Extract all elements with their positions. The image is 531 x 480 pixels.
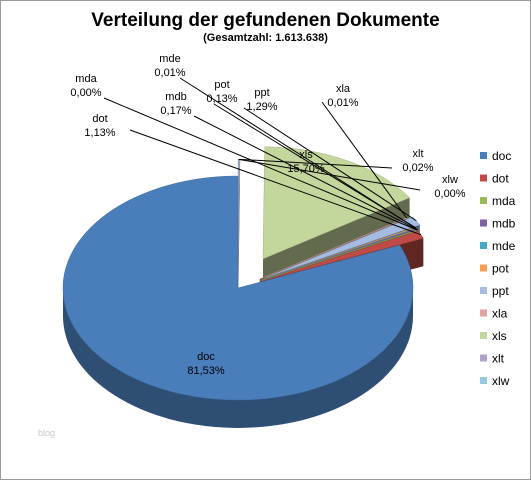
data-label-value-ppt: 1,29%: [246, 101, 277, 113]
legend-label-mde: mde: [492, 239, 516, 253]
data-label-name-xlw: xlw: [442, 174, 458, 186]
legend-label-ppt: ppt: [492, 284, 509, 298]
legend-label-mda: mda: [492, 194, 516, 208]
data-label-value-doc: 81,53%: [187, 365, 225, 377]
legend-label-mdb: mdb: [492, 217, 516, 231]
legend-swatch-xla: [480, 309, 487, 317]
data-label-value-mdb: 0,17%: [160, 105, 191, 117]
legend-swatch-mde: [480, 242, 487, 249]
leader-line-mdb: [193, 115, 418, 230]
legend-swatch-mda: [480, 197, 487, 204]
data-label-name-mda: mda: [75, 73, 97, 85]
legend-label-xls: xls: [492, 329, 507, 343]
data-label-value-dot: 1,13%: [84, 127, 115, 139]
data-label-value-mda: 0,00%: [70, 87, 101, 99]
legend-label-xlt: xlt: [492, 352, 505, 366]
data-labels: doc 81,53% dot 1,13% mda 0,00% mdb 0,17% mde 0,01…: [70, 53, 465, 377]
data-label-value-xls: 15,70%: [287, 163, 325, 175]
data-label-name-xlt: xlt: [413, 148, 424, 160]
data-label-name-mdb: mdb: [165, 91, 186, 103]
legend-swatch-xlw: [480, 377, 487, 384]
pie-slice-doc: [62, 175, 414, 401]
leader-lines: [103, 77, 422, 236]
data-label-name-doc: doc: [197, 351, 215, 363]
legend-swatch-dot: [480, 174, 487, 182]
chart-title: Verteilung der gefundenen Dokumente: [91, 10, 440, 31]
data-label-name-ppt: ppt: [254, 87, 269, 99]
data-label-name-mde: mde: [159, 53, 180, 65]
data-label-name-pot: pot: [214, 79, 229, 91]
data-label-value-pot: 0,13%: [206, 93, 237, 105]
legend-swatch-mdb: [480, 219, 487, 227]
legend-label-pot: pot: [492, 262, 509, 276]
pie-tops: [62, 146, 424, 401]
leader-line-dot: [129, 129, 422, 236]
data-label-name-dot: dot: [92, 113, 107, 125]
leader-line-mda: [103, 97, 418, 231]
pie-slice-xls: [262, 146, 411, 260]
data-label-value-xlt: 0,02%: [402, 162, 433, 174]
legend: doc dot mda mdb mde pot ppt xla xls xlt xlw: [480, 149, 516, 388]
legend-swatch-xlt: [480, 354, 487, 362]
legend-label-xla: xla: [492, 307, 508, 321]
data-label-value-xlw: 0,00%: [434, 188, 465, 200]
data-label-value-xla: 0,01%: [327, 97, 358, 109]
leader-line-xlt: [239, 158, 393, 169]
legend-label-doc: doc: [492, 149, 511, 163]
legend-swatch-ppt: [480, 287, 487, 294]
leader-line-xla: [321, 101, 408, 219]
data-label-name-xla: xla: [336, 83, 351, 95]
legend-label-dot: dot: [492, 172, 509, 186]
watermark-text: blog: [38, 428, 56, 438]
chart-subtitle: (Gesamtzahl: 1.613.638): [203, 32, 328, 44]
data-label-name-xls: xls: [299, 149, 313, 161]
pie-side-doc: [63, 288, 413, 428]
legend-label-xlw: xlw: [492, 374, 510, 388]
legend-swatch-xls: [480, 332, 487, 339]
legend-swatch-doc: [480, 152, 487, 159]
leader-line-xlw: [238, 158, 421, 191]
data-label-value-mde: 0,01%: [154, 67, 185, 79]
legend-swatch-pot: [480, 264, 487, 272]
leader-line-pot: [213, 103, 416, 229]
